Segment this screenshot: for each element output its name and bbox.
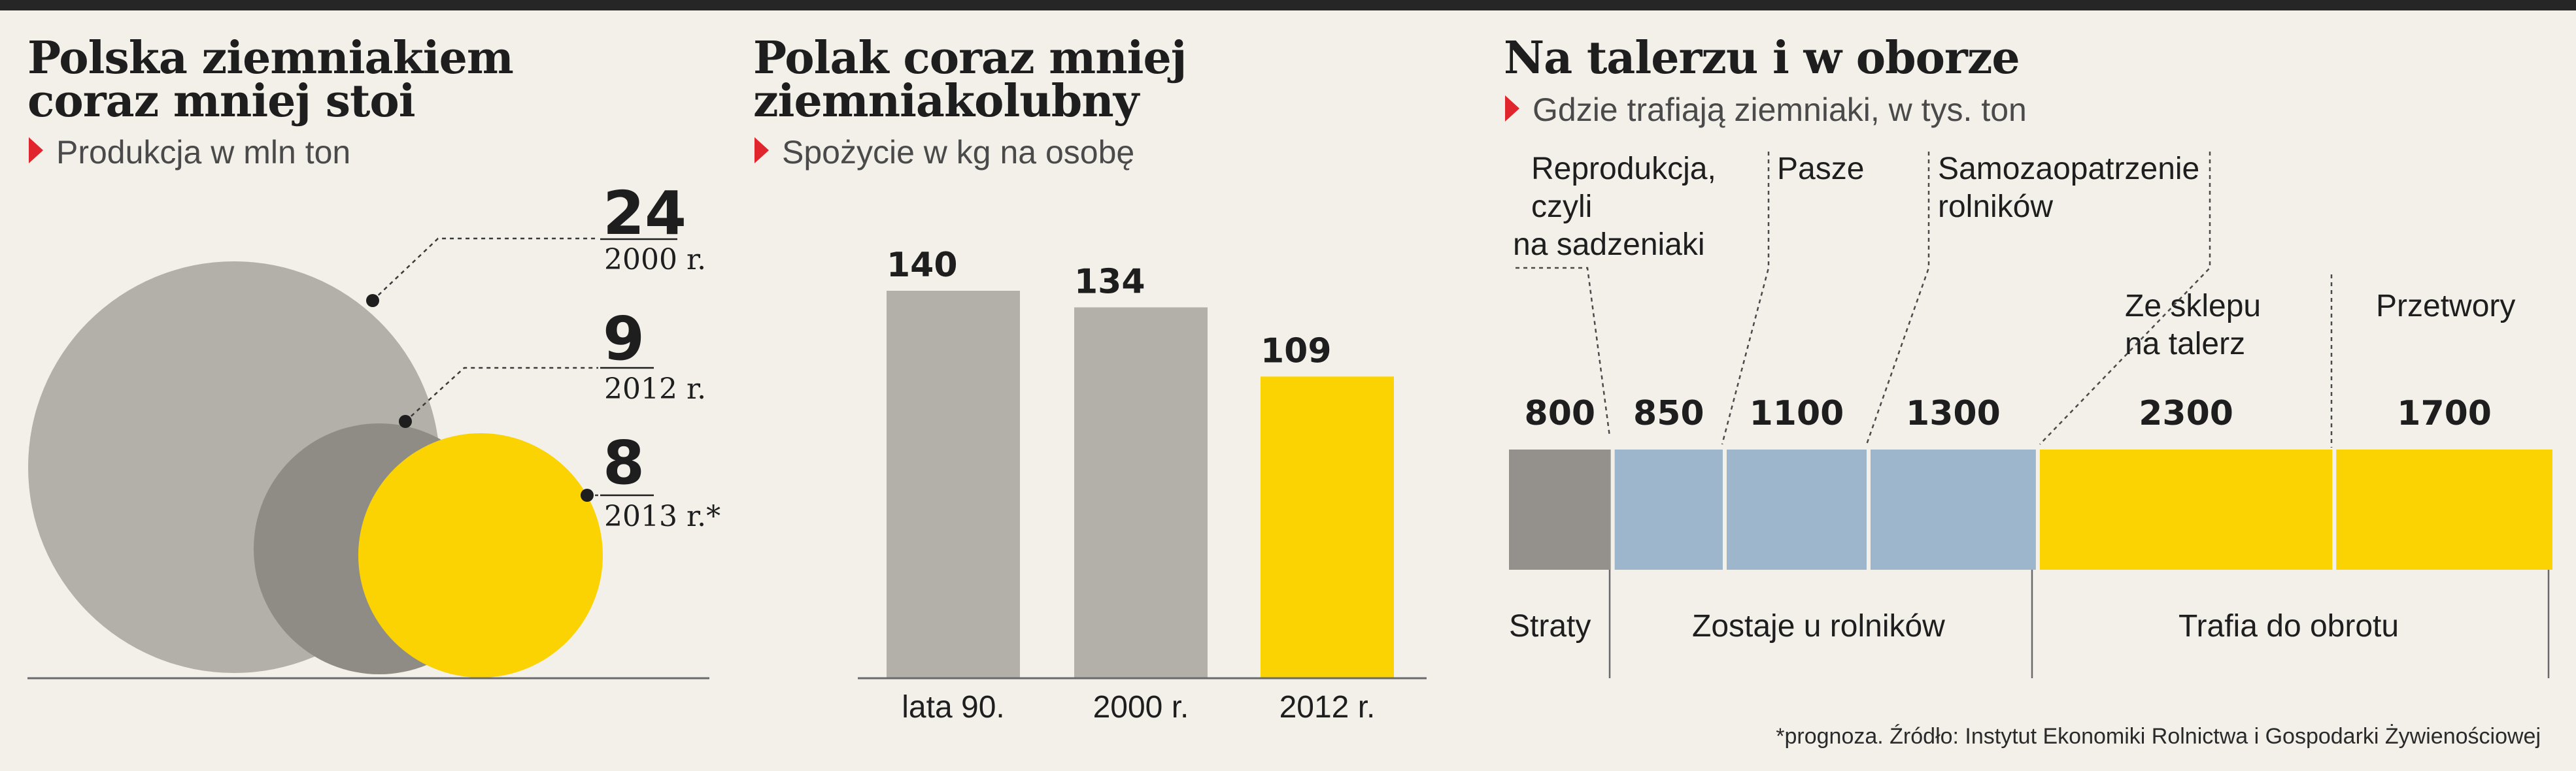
callout-reprodukcja-2: czyli — [1531, 189, 1592, 224]
bar-label-2: 2012 r. — [1280, 690, 1376, 725]
leader-2000 — [372, 237, 598, 301]
group-straty: Straty — [1509, 609, 1591, 644]
callout-reprodukcja-3: na sadzeniaki — [1513, 227, 1705, 262]
marker-triangle-icon — [1505, 95, 1519, 122]
usage-stacked-bar: 800 850 1100 1300 2300 1700 — [1509, 394, 2552, 570]
value-2013: 8 — [603, 428, 645, 498]
bar-label-0: lata 90. — [902, 690, 1004, 725]
panel-usage: Na talerzu i w oborze Gdzie trafiają zie… — [1504, 32, 2552, 678]
segment-3 — [1870, 450, 2036, 570]
callout-pasze: Pasze — [1777, 152, 1864, 186]
callout-reprodukcja-1: Reprodukcja, — [1531, 152, 1716, 186]
leader-2012 — [405, 367, 598, 422]
top-rule — [0, 0, 2576, 10]
bar-label-1: 2000 r. — [1093, 690, 1189, 725]
callout-samo-1: Samozaopatrzenie — [1938, 152, 2199, 186]
bar-1 — [1074, 307, 1208, 678]
bar-0 — [887, 291, 1020, 678]
value-2000: 24 — [603, 178, 686, 248]
segment-value-4: 2300 — [2139, 394, 2233, 433]
value-2012: 9 — [603, 304, 645, 374]
segment-value-0: 800 — [1525, 394, 1596, 433]
segment-2 — [1726, 450, 1867, 570]
dot-2013 — [581, 489, 594, 502]
panel-production: Polska ziemniakiem coraz mniej stoi Prod… — [27, 32, 720, 680]
bar-value-1: 134 — [1074, 262, 1145, 301]
panel3-title: Na talerzu i w oborze — [1504, 32, 2020, 84]
consumption-bars: 140 lata 90. 134 2000 r. 109 2012 r. — [887, 246, 1394, 725]
panel1-title-line1: Polska ziemniakiem — [27, 32, 513, 84]
callout-sklep-2: na talerz — [2125, 327, 2245, 361]
marker-triangle-icon — [29, 137, 43, 163]
footnote: *prognoza. Źródło: Instytut Ekonomiki Ro… — [1776, 724, 2541, 749]
panel2-title-line2: ziemniakolubny — [753, 75, 1141, 127]
panel3-subtitle: Gdzie trafiają ziemniaki, w tys. ton — [1533, 91, 2027, 128]
segment-value-3: 1300 — [1906, 394, 2001, 433]
marker-triangle-icon — [754, 137, 769, 163]
bubble-2013 — [358, 433, 603, 678]
group-trafia: Trafia do obrotu — [2178, 609, 2399, 644]
segment-4 — [2039, 450, 2333, 570]
callout-samo-2: rolników — [1938, 189, 2053, 224]
segment-value-2: 1100 — [1750, 394, 1844, 433]
panel1-subtitle: Produkcja w mln ton — [56, 134, 350, 171]
panel2-subtitle: Spożycie w kg na osobę — [782, 134, 1134, 171]
panel2-title-line1: Polak coraz mniej — [753, 32, 1186, 84]
callout-sklep-1: Ze sklepu — [2125, 289, 2261, 323]
leader-pasze — [1721, 152, 1770, 445]
segment-1 — [1614, 450, 1723, 570]
segment-value-1: 850 — [1633, 394, 1704, 433]
segment-value-5: 1700 — [2397, 394, 2492, 433]
bar-2 — [1261, 376, 1394, 678]
bar-value-0: 140 — [887, 246, 958, 285]
panel1-title-line2: coraz mniej stoi — [27, 75, 415, 127]
bar-value-2: 109 — [1261, 331, 1332, 370]
year-2013: 2013 r.* — [604, 500, 720, 533]
year-2000: 2000 r. — [604, 243, 706, 276]
callout-przetwory: Przetwory — [2376, 289, 2515, 323]
dot-2000 — [366, 294, 379, 307]
dot-2012 — [399, 415, 412, 428]
year-2012: 2012 r. — [604, 372, 706, 406]
panel-consumption: Polak coraz mniej ziemniakolubny Spożyci… — [753, 32, 1427, 725]
leader-reprodukcja — [1516, 267, 1611, 437]
segment-0 — [1509, 450, 1611, 570]
group-zostaje: Zostaje u rolników — [1692, 609, 1945, 644]
segment-5 — [2336, 450, 2552, 570]
